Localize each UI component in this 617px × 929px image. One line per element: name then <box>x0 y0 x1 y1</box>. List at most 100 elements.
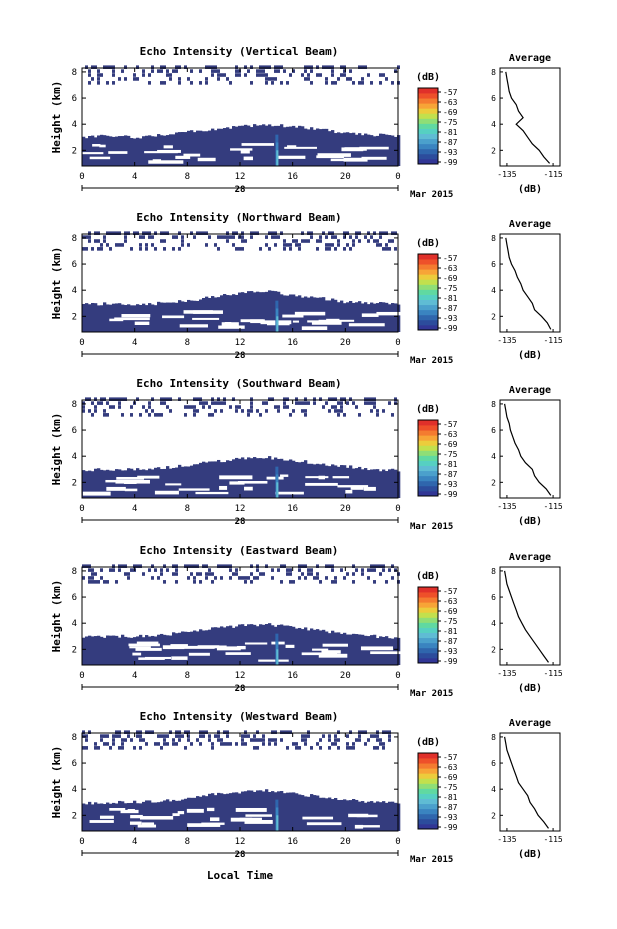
gap-cell <box>322 643 348 647</box>
upper-echo-cell <box>367 738 370 742</box>
upper-echo-cell <box>328 243 331 247</box>
low-layer-cell <box>310 794 314 831</box>
low-layer-cell <box>337 800 341 831</box>
upper-echo-cell <box>262 73 265 77</box>
low-layer-cell <box>136 137 140 166</box>
panel-title: Echo Intensity (Eastward Beam) <box>140 544 339 557</box>
colorbar-swatch <box>418 808 438 815</box>
x-tick-label: 4 <box>132 837 137 847</box>
colorbar-swatch <box>418 445 438 451</box>
low-layer-cell <box>346 634 350 665</box>
low-layer-cell <box>208 130 212 166</box>
low-layer-cell <box>190 465 194 498</box>
colorbar-swatch <box>418 450 438 456</box>
upper-echo-cell <box>160 65 163 69</box>
x-tick-label: 0 <box>79 504 84 514</box>
upper-echo-cell <box>103 580 106 584</box>
gap-cell <box>285 644 295 648</box>
gap-cell <box>82 491 111 496</box>
upper-echo-cell <box>274 243 277 247</box>
low-layer-cell <box>313 464 317 498</box>
low-layer-cell <box>394 637 398 665</box>
gap-cell <box>163 145 173 149</box>
upper-echo-cell <box>88 69 91 73</box>
upper-echo-cell <box>325 576 328 580</box>
low-layer-cell <box>196 300 200 332</box>
panel-0: Echo Intensity (Vertical Beam)2468Height… <box>50 45 563 200</box>
upper-echo-cell <box>331 405 334 409</box>
low-layer-cell <box>337 302 341 332</box>
colorbar-tick-label: -63 <box>443 430 458 439</box>
upper-echo-cell <box>85 235 88 239</box>
upper-echo-cell <box>100 73 103 77</box>
gap-cell <box>99 144 106 148</box>
upper-echo-cell <box>235 572 238 576</box>
gap-cell <box>318 319 355 322</box>
upper-echo-cell <box>223 730 226 734</box>
upper-echo-cell <box>136 734 139 738</box>
low-layer-cell <box>229 128 233 166</box>
upper-echo-cell <box>160 413 163 417</box>
upper-echo-cell <box>376 239 379 243</box>
colorbar-tick-label: -75 <box>443 118 458 127</box>
colorbar-unit: (dB) <box>416 72 440 83</box>
low-layer-cell <box>391 801 395 831</box>
upper-echo-cell <box>274 742 277 746</box>
low-layer-cell <box>184 466 188 498</box>
peak-echo <box>276 482 279 498</box>
upper-echo-cell <box>106 243 109 247</box>
upper-echo-cell <box>373 401 376 405</box>
colorbar-swatch <box>418 813 438 820</box>
gap-cell <box>236 645 246 650</box>
colorbar-swatch <box>418 602 438 608</box>
upper-echo-cell <box>361 65 364 69</box>
upper-echo-cell <box>223 73 226 77</box>
x-tick-label: 0 <box>79 172 84 182</box>
low-layer-cell <box>112 635 116 665</box>
upper-echo-cell <box>247 734 250 738</box>
upper-echo-cell <box>289 73 292 77</box>
upper-echo-cell <box>205 243 208 247</box>
upper-echo-cell <box>208 572 211 576</box>
low-layer-cell <box>283 460 287 498</box>
panel-title: Echo Intensity (Northward Beam) <box>136 211 341 224</box>
colorbar-swatch <box>418 485 438 492</box>
upper-echo-cell <box>328 738 331 742</box>
average-x-tick-label: -135 <box>497 669 516 678</box>
low-layer-cell <box>250 291 254 332</box>
upper-echo-cell <box>145 409 148 413</box>
low-layer-cell <box>85 303 89 332</box>
upper-echo-cell <box>199 81 202 85</box>
low-layer-cell <box>301 461 305 498</box>
upper-echo-cell <box>127 572 130 576</box>
upper-echo-cell <box>112 742 115 746</box>
upper-echo-cell <box>124 65 127 69</box>
upper-echo-cell <box>298 243 301 247</box>
upper-echo-cell <box>355 235 358 239</box>
upper-echo-cell <box>160 734 163 738</box>
colorbar-swatch <box>418 612 438 618</box>
upper-echo-cell <box>193 576 196 580</box>
upper-echo-cell <box>106 65 109 69</box>
average-y-tick-label: 2 <box>491 645 496 654</box>
upper-echo-cell <box>310 568 313 572</box>
upper-echo-cell <box>97 81 100 85</box>
upper-echo-cell <box>145 243 148 247</box>
colorbar-tick-label: -75 <box>443 783 458 792</box>
low-layer-cell <box>394 469 398 498</box>
gap-cell <box>241 143 275 146</box>
upper-echo-cell <box>319 235 322 239</box>
upper-echo-cell <box>271 231 274 235</box>
low-layer-cell <box>310 628 314 665</box>
low-layer-cell <box>106 304 110 332</box>
upper-echo-cell <box>211 397 214 401</box>
upper-echo-cell <box>100 401 103 405</box>
gap-cell <box>120 809 139 814</box>
upper-echo-cell <box>211 746 214 750</box>
upper-echo-cell <box>133 231 136 235</box>
upper-echo-cell <box>241 734 244 738</box>
upper-echo-cell <box>124 235 127 239</box>
colorbar-tick-label: -57 <box>443 254 458 263</box>
upper-echo-cell <box>379 73 382 77</box>
